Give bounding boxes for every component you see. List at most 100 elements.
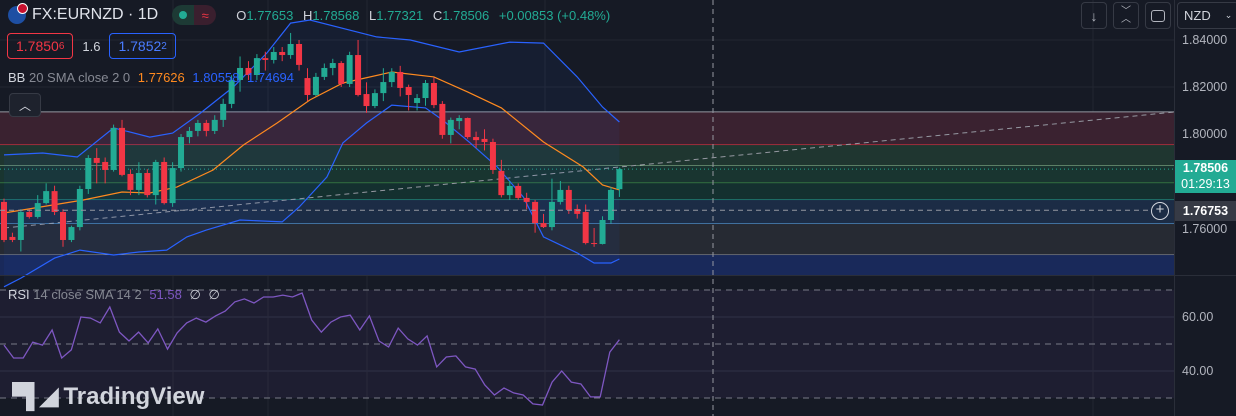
candle-down xyxy=(481,138,488,142)
rsi-tick: 40.00 xyxy=(1182,364,1214,378)
candle-up xyxy=(135,173,142,190)
candle-up xyxy=(228,79,235,104)
watermark-text: TradingView xyxy=(63,382,205,410)
candles xyxy=(1,32,623,252)
bb-background xyxy=(4,20,620,287)
spread: 1.6 xyxy=(82,38,101,54)
market-status[interactable]: ≈ xyxy=(172,5,217,25)
candle-up xyxy=(17,212,24,240)
candle-down xyxy=(582,212,589,244)
rsi-ma-value: ∅ xyxy=(189,287,201,302)
candle-down xyxy=(565,189,572,210)
candle-up xyxy=(110,127,117,170)
candle-down xyxy=(296,43,303,65)
buy-button[interactable]: 1.7852 2 xyxy=(109,33,176,59)
candle-down xyxy=(405,87,412,95)
buy-price-pip: 2 xyxy=(161,40,167,52)
candle-down xyxy=(203,122,210,131)
candle-up xyxy=(237,67,244,80)
low-label: L xyxy=(369,7,377,23)
rsi-name: RSI xyxy=(8,287,30,302)
candle-up xyxy=(329,63,336,68)
high-label: H xyxy=(302,7,313,23)
trend-line xyxy=(3,111,1176,229)
candle-down xyxy=(144,173,151,196)
rsi-params: 14 close SMA 14 2 xyxy=(33,287,142,302)
collapse-legend-button[interactable]: ︿ xyxy=(9,93,41,117)
bb-name: BB xyxy=(8,70,26,85)
candle-up xyxy=(312,76,319,95)
sell-button[interactable]: 1.7850 6 xyxy=(7,33,74,59)
candle-down xyxy=(127,173,134,190)
candle-up xyxy=(371,93,378,107)
candle-up xyxy=(557,189,564,202)
candle-down xyxy=(464,118,471,138)
eur-nzd-flag-icon xyxy=(8,3,28,24)
candle-down xyxy=(1,201,7,240)
candle-down xyxy=(540,223,547,228)
candle-down xyxy=(245,67,252,76)
candle-up xyxy=(548,201,555,228)
candle-up xyxy=(599,220,606,244)
rsi-legend[interactable]: RSI 14 close SMA 14 2 51.58 ∅ ∅ xyxy=(8,287,220,303)
chevron-down-icon: ⌄ xyxy=(1224,10,1233,20)
collapse-arrows-icon: ﹀ ︿ xyxy=(1121,5,1131,25)
candle-down xyxy=(338,63,345,84)
symbol-title[interactable]: FX:EURNZD · 1D xyxy=(32,6,159,23)
candle-down xyxy=(51,191,58,213)
close-label: C xyxy=(432,7,443,23)
price-tick: 1.84000 xyxy=(1182,33,1228,47)
candle-up xyxy=(85,157,92,189)
arrow-down-icon: ↓ xyxy=(1090,7,1098,24)
bar-countdown: 01:29:13 xyxy=(1181,177,1230,191)
chevron-up-icon: ︿ xyxy=(18,98,31,113)
candle-down xyxy=(473,137,480,141)
price-tick: 1.82000 xyxy=(1182,80,1228,94)
candle-up xyxy=(76,188,83,228)
last-price: 1.78506 xyxy=(1182,161,1229,175)
market-open-dot-icon xyxy=(172,5,195,25)
candle-up xyxy=(607,189,614,221)
candle-up xyxy=(220,103,227,120)
candle-down xyxy=(439,103,446,135)
candle-up xyxy=(211,119,218,131)
move-pane-down-button[interactable]: ↓ xyxy=(1081,2,1107,29)
candle-down xyxy=(93,157,100,163)
bb-params: 20 SMA close 2 0 xyxy=(28,70,131,85)
buy-price: 1.7852 xyxy=(118,38,162,54)
bb-basis-value: 1.77626 xyxy=(137,70,185,85)
symbol-row: FX:EURNZD · 1D ≈ O1.77653 H1.78568 L1.77… xyxy=(8,3,610,25)
delayed-data-icon: ≈ xyxy=(194,5,217,25)
candle-down xyxy=(515,185,522,198)
candle-down xyxy=(363,94,370,107)
candle-down xyxy=(523,197,530,202)
add-alert-plus-icon[interactable]: + xyxy=(1151,202,1169,220)
zone-fill xyxy=(0,145,1174,166)
last-price-label: 1.78506 01:29:13 xyxy=(1175,160,1236,193)
bb-legend[interactable]: BB 20 SMA close 2 0 1.77626 1.80558 1.74… xyxy=(8,70,294,85)
candle-down xyxy=(262,58,269,60)
tradingview-logo[interactable]: ▀▌◢ TradingView xyxy=(12,382,204,411)
rsi-band-value: ∅ xyxy=(208,287,220,302)
maximize-pane-button[interactable] xyxy=(1145,2,1171,29)
candle-down xyxy=(26,212,33,217)
candle-down xyxy=(304,78,311,95)
candle-up xyxy=(456,118,463,122)
price-tick: 1.80000 xyxy=(1182,127,1228,141)
candle-down xyxy=(355,55,362,95)
fullscreen-icon xyxy=(1151,9,1165,22)
candle-up xyxy=(253,58,260,76)
pane-toolbar: ↓ ﹀ ︿ xyxy=(1081,2,1171,29)
currency-dropdown[interactable]: NZD ⌄ xyxy=(1177,2,1236,29)
currency-label: NZD xyxy=(1184,8,1211,23)
sell-price: 1.7850 xyxy=(16,38,59,54)
price-tick: 1.76000 xyxy=(1182,222,1228,236)
collapse-pane-button[interactable]: ﹀ ︿ xyxy=(1113,2,1139,29)
candle-up xyxy=(321,67,328,77)
candle-up xyxy=(178,137,185,169)
candle-up xyxy=(270,51,277,60)
candle-up xyxy=(152,161,159,196)
tradingview-logo-icon: ▀▌◢ xyxy=(12,383,59,410)
low-value: 1.77321 xyxy=(376,7,424,23)
